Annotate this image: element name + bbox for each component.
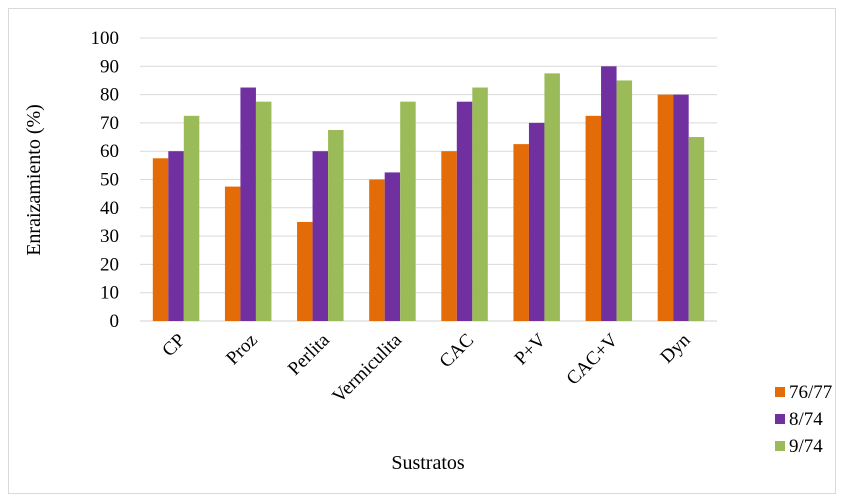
y-tick-label: 80 [100, 85, 119, 106]
legend-swatch [775, 387, 785, 397]
x-tick-label: Perlita [284, 329, 334, 379]
bar-9-74-cac [472, 87, 488, 322]
bar-8-74-cac-v [601, 66, 617, 321]
y-axis-title: Enraizamiento (%) [23, 104, 45, 256]
bar-8-74-perlita [312, 151, 329, 321]
x-tick-label: CP [158, 330, 189, 361]
bar-76-77-p-v [513, 144, 529, 321]
chart-frame [8, 8, 836, 494]
legend-label: 8/74 [789, 409, 823, 430]
bar-8-74-cp [168, 151, 184, 321]
bar-76-77-cp [152, 158, 169, 321]
y-tick-label: 100 [91, 28, 120, 49]
legend-swatch [775, 441, 785, 451]
bar-9-74-cp [183, 115, 200, 321]
bar-76-77-cac-v [585, 115, 602, 321]
bar-8-74-dyn [673, 94, 689, 321]
bar-9-74-proz [255, 101, 272, 321]
x-tick-label: P+V [511, 329, 551, 369]
y-tick-label: 30 [100, 226, 119, 247]
x-tick-label: CAC [436, 330, 478, 372]
y-tick-label: 50 [100, 170, 119, 191]
bar-9-74-cac-v [616, 80, 633, 321]
bar-76-77-dyn [657, 94, 674, 321]
bar-9-74-p-v [544, 73, 560, 321]
bar-76-77-perlita [297, 221, 313, 321]
bar-76-77-cac [441, 151, 457, 321]
y-tick-label: 90 [100, 56, 119, 77]
y-tick-label: 40 [100, 198, 119, 219]
y-tick-label: 20 [100, 254, 119, 275]
legend-label: 76/77 [789, 382, 832, 403]
y-tick-label: 60 [100, 141, 119, 162]
bar-8-74-proz [240, 87, 256, 322]
bars [152, 66, 705, 322]
bar-8-74-cac [456, 101, 473, 321]
x-tick-label: Proz [222, 330, 261, 369]
bar-8-74-p-v [528, 122, 545, 322]
legend: 76/77 8/74 9/74 [775, 382, 832, 457]
y-tick-label: 10 [100, 283, 119, 304]
bar-8-74-vermiculita [384, 172, 401, 321]
x-tick-label: CAC+V [563, 329, 623, 389]
bar-76-77-proz [224, 186, 241, 321]
bar-9-74-vermiculita [400, 101, 416, 321]
x-tick-label: Dyn [656, 329, 694, 367]
bar-9-74-dyn [688, 137, 705, 321]
y-tick-label: 70 [100, 113, 119, 134]
legend-label: 9/74 [789, 436, 823, 457]
x-axis-title: Sustratos [391, 452, 465, 474]
bar-9-74-perlita [328, 129, 344, 321]
bar-76-77-vermiculita [369, 179, 385, 321]
x-tick-label: Vermiculita [328, 329, 406, 407]
legend-swatch [775, 414, 785, 424]
y-tick-label: 0 [110, 311, 120, 332]
